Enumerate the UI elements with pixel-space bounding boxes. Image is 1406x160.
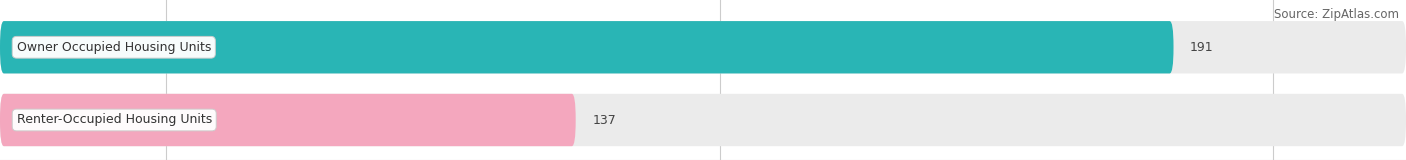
Text: Renter-Occupied Housing Units: Renter-Occupied Housing Units: [17, 113, 212, 127]
FancyBboxPatch shape: [0, 94, 575, 146]
FancyBboxPatch shape: [0, 21, 1174, 73]
Text: Source: ZipAtlas.com: Source: ZipAtlas.com: [1274, 8, 1399, 21]
Text: 191: 191: [1189, 41, 1213, 54]
FancyBboxPatch shape: [0, 94, 1406, 146]
FancyBboxPatch shape: [0, 21, 1406, 73]
Text: 137: 137: [592, 113, 616, 127]
Text: Owner Occupied Housing Units: Owner Occupied Housing Units: [17, 41, 211, 54]
Text: OCCUPANCY BY OWNERSHIP IN QUITMAN: OCCUPANCY BY OWNERSHIP IN QUITMAN: [0, 0, 342, 1]
